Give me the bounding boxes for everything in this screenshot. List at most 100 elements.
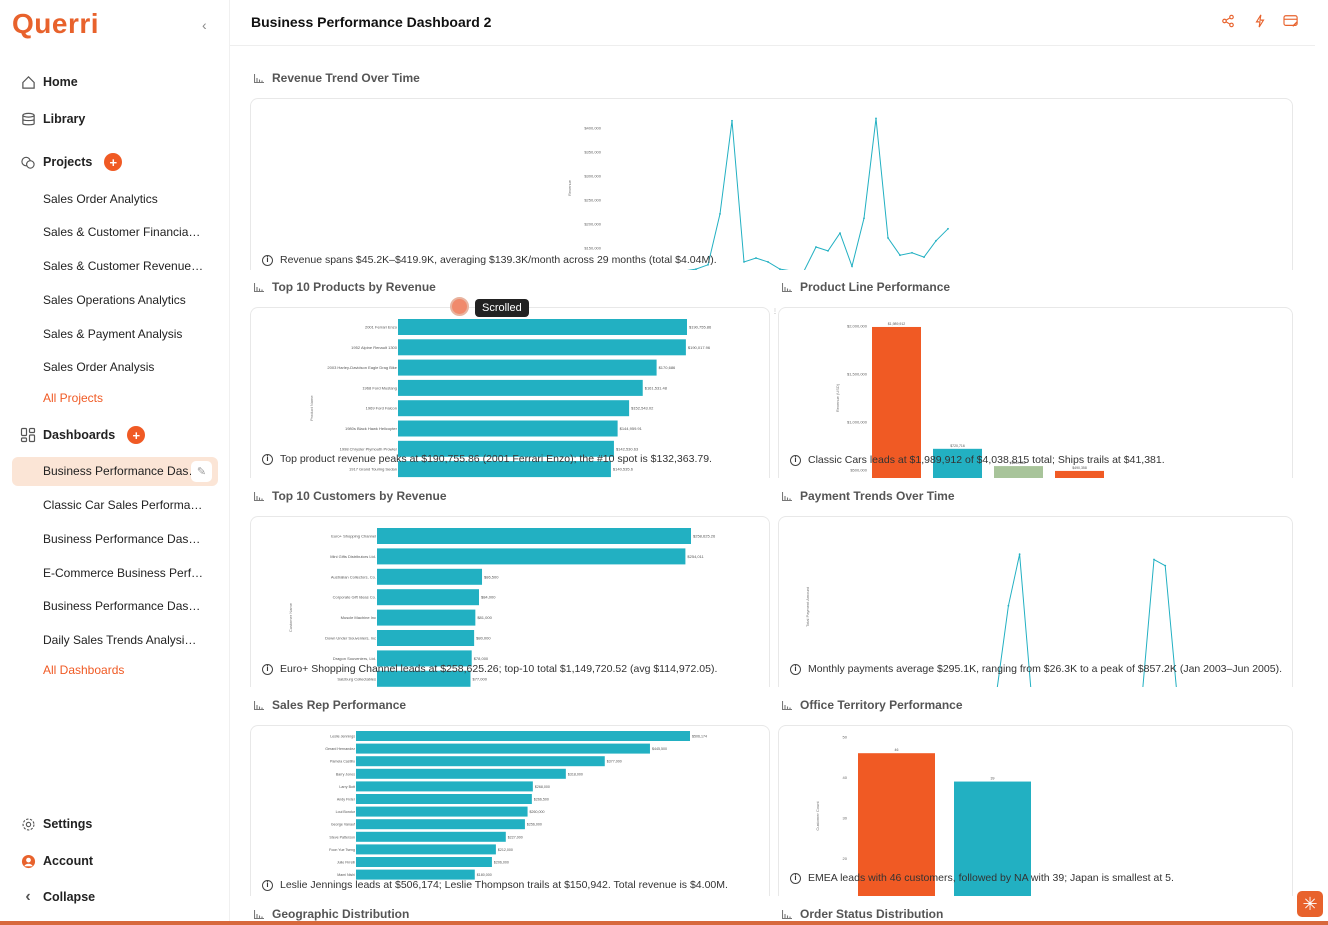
- sparkle-icon: ✳: [1302, 893, 1318, 914]
- bar-category-label: 2003 Harley-Davidson Eagle Drag Bike: [327, 365, 397, 370]
- bar-value-label: $260,000: [530, 810, 545, 814]
- share-icon[interactable]: [1221, 14, 1237, 30]
- scrolled-tooltip: Scrolled: [475, 299, 529, 317]
- nav-library[interactable]: Library: [20, 109, 85, 129]
- chart-caption: i Monthly payments average $295.1K, rangi…: [790, 663, 1282, 675]
- collapse-button[interactable]: ‹ Collapse: [20, 887, 95, 907]
- querri-logo[interactable]: Querri: [12, 8, 100, 39]
- dashboard-item[interactable]: Business Performance Das…: [43, 532, 201, 546]
- bar: [858, 753, 935, 896]
- bar-category-label: Leslie Jennings: [330, 735, 355, 739]
- section-title-text: Geographic Distribution: [272, 907, 410, 921]
- data-point: [755, 257, 757, 259]
- project-item[interactable]: Sales & Customer Financia…: [43, 225, 201, 239]
- bar-category-label: Pamela Castillo: [330, 760, 355, 764]
- bar: [933, 448, 982, 478]
- nav-projects-label: Projects: [43, 155, 93, 169]
- project-item[interactable]: Sales Order Analytics: [43, 192, 158, 206]
- bar-value-label: $1,989,912: [888, 322, 906, 326]
- nav-settings[interactable]: Settings: [20, 814, 92, 834]
- bar-category-label: Gerard Hernandez: [325, 747, 355, 751]
- project-item[interactable]: Sales & Payment Analysis: [43, 327, 183, 341]
- data-point: [695, 268, 697, 270]
- section-title-sales-rep: Sales Rep Performance: [254, 698, 406, 712]
- project-item[interactable]: Sales & Customer Revenue…: [43, 259, 204, 273]
- bar: [356, 857, 492, 867]
- data-point: [1018, 553, 1021, 556]
- bar-category-label: Foon Yue Tseng: [329, 848, 355, 852]
- scroll-indicator: ⋮: [772, 309, 778, 315]
- product-line-card: $500,000 $1,000,000 $1,500,000 $2,000,000 Re…: [778, 307, 1293, 478]
- dashboard-grid-icon: [20, 427, 36, 443]
- top-products-card: Product Name 2001 Ferrari Enzo $190,755.86…: [250, 307, 770, 478]
- bar: [356, 844, 496, 855]
- bar-category-label: 1969 Ford Falcon: [366, 406, 397, 411]
- all-dashboards-link[interactable]: All Dashboards: [43, 663, 125, 677]
- bar-category-label: 1998 Chrysler Plymouth Prowler: [340, 446, 398, 451]
- project-item[interactable]: Sales Order Analysis: [43, 360, 155, 374]
- bar-chart-icon: [254, 700, 264, 710]
- add-project-button[interactable]: +: [104, 153, 123, 171]
- top-products-chart: Product Name 2001 Ferrari Enzo $190,755.86…: [309, 319, 712, 478]
- bar-value-label: $77,000: [472, 676, 487, 681]
- y-tick-label: $250,000: [584, 198, 601, 203]
- caption-text: Euro+ Shopping Channel leads at $258,625…: [280, 663, 718, 675]
- add-dashboard-button[interactable]: +: [127, 426, 146, 444]
- info-icon: i: [262, 254, 273, 266]
- bar: [377, 568, 483, 585]
- dashboard-item[interactable]: Daily Sales Trends Analysi…: [43, 633, 197, 647]
- dashboard-item[interactable]: E-Commerce Business Perf…: [43, 566, 204, 580]
- bolt-icon[interactable]: [1253, 14, 1269, 30]
- series-line: [687, 118, 949, 270]
- bar-value-label: $161,531.48: [645, 385, 668, 390]
- y-tick-label: $300,000: [584, 174, 601, 179]
- database-icon: [20, 111, 36, 127]
- caption-text: Revenue spans $45.2K–$419.9K, averaging …: [280, 254, 717, 266]
- bar-value-label: $506,174: [692, 735, 707, 739]
- bar-category-label: Steve Patterson: [329, 835, 355, 839]
- data-point: [875, 117, 877, 120]
- bar: [377, 650, 472, 667]
- y-tick-label: $500,000: [850, 468, 867, 473]
- axis-label: Customer Count: [815, 801, 820, 831]
- nav-library-label: Library: [43, 112, 86, 126]
- chevron-left-icon[interactable]: ‹: [202, 17, 207, 33]
- section-title-revenue-trend: Revenue Trend Over Time: [254, 71, 420, 85]
- bar-value-label: $142,530.63: [616, 446, 639, 451]
- y-tick-label: 40: [843, 775, 848, 780]
- sidebar: Querri ‹ Home Library Projects + Sales O…: [0, 0, 230, 925]
- bar: [356, 756, 605, 767]
- nav-account[interactable]: Account: [20, 851, 93, 871]
- payment-trends-chart: Total Payment Amount: [805, 553, 1177, 687]
- project-item[interactable]: Sales Operations Analytics: [43, 293, 186, 307]
- nav-dashboards-label: Dashboards: [43, 428, 116, 442]
- bar-value-label: $268,000: [535, 785, 550, 789]
- nav-dashboards[interactable]: Dashboards +: [20, 425, 146, 445]
- y-tick-label: $400,000: [584, 126, 601, 131]
- bottom-accent-bar: [0, 921, 1328, 925]
- bar: [872, 326, 921, 478]
- dashboard-item[interactable]: Business Performance Das…: [43, 599, 201, 613]
- section-title-text: Top 10 Products by Revenue: [272, 280, 436, 294]
- bar: [356, 781, 533, 792]
- assistant-button[interactable]: ✳: [1297, 891, 1323, 917]
- chart-caption: i Euro+ Shopping Channel leads at $258,62…: [262, 663, 717, 675]
- revenue-trend-chart: $150,000 $200,000 $250,000 $300,000 $350,000…: [567, 117, 949, 270]
- collapse-label: Collapse: [43, 890, 96, 904]
- chart-caption: i EMEA leads with 46 customers, followed …: [790, 872, 1174, 884]
- bar: [356, 794, 532, 804]
- data-point: [743, 261, 745, 263]
- edit-dashboard-button[interactable]: ✎: [191, 461, 212, 482]
- all-projects-link[interactable]: All Projects: [43, 391, 104, 405]
- bar-category-label: Australian Collectors, Co.: [331, 574, 376, 579]
- nav-home[interactable]: Home: [20, 72, 78, 92]
- info-icon: i: [790, 454, 801, 466]
- nav-projects[interactable]: Projects +: [20, 152, 123, 172]
- bar-category-label: Mini Gifts Distributors Ltd.: [330, 554, 376, 559]
- dashboard-item[interactable]: Classic Car Sales Performa…: [43, 498, 203, 512]
- bar-value-label: $80,000: [476, 636, 491, 641]
- section-title-text: Top 10 Customers by Revenue: [272, 489, 447, 503]
- edit-card-icon[interactable]: [1283, 14, 1299, 30]
- y-tick-label: $350,000: [584, 150, 601, 155]
- dashboard-item-active[interactable]: Business Performance Das…: [43, 464, 201, 478]
